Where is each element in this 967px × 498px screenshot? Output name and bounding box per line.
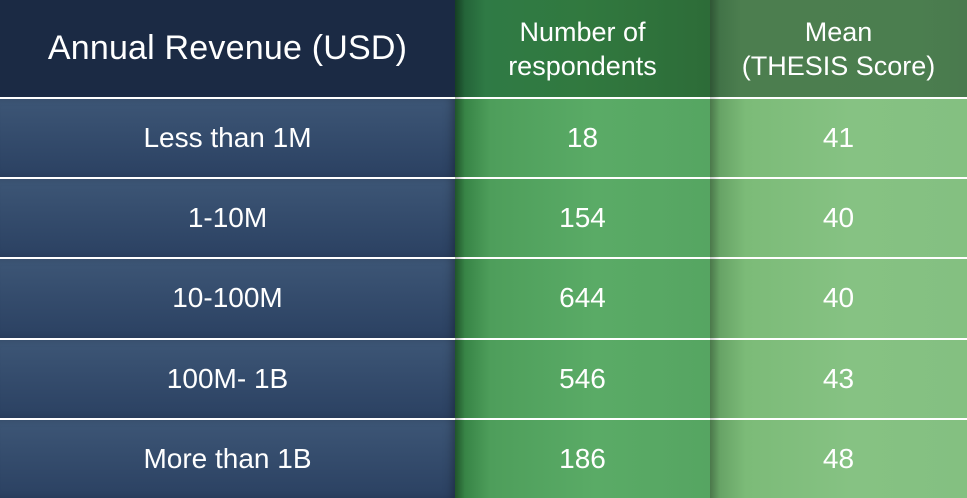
row-2-mean: 40 — [710, 179, 967, 258]
row-1-respondents: 18 — [455, 99, 710, 178]
header-respondents-line1: Number of — [519, 16, 646, 47]
row-5-mean: 48 — [710, 419, 967, 498]
header-number-of-respondents: Number of respondents — [455, 0, 710, 97]
row-2-respondents: 154 — [455, 179, 710, 258]
row-3-revenue: 10-100M — [0, 259, 455, 338]
header-mean-line1: Mean — [804, 16, 873, 47]
row-4-mean: 43 — [710, 339, 967, 418]
row-1-revenue: Less than 1M — [0, 99, 455, 178]
row-4-respondents: 546 — [455, 339, 710, 418]
row-3-mean: 40 — [710, 259, 967, 338]
row-5-respondents: 186 — [455, 419, 710, 498]
row-2-revenue: 1-10M — [0, 179, 455, 258]
row-4-revenue: 100M- 1B — [0, 339, 455, 418]
header-mean-line2: (THESIS Score) — [741, 50, 936, 81]
row-1-mean: 41 — [710, 99, 967, 178]
header-annual-revenue: Annual Revenue (USD) — [0, 0, 455, 97]
row-3-respondents: 644 — [455, 259, 710, 338]
header-respondents-line2: respondents — [508, 50, 657, 81]
row-5-revenue: More than 1B — [0, 419, 455, 498]
header-mean-thesis-score: Mean (THESIS Score) — [710, 0, 967, 97]
header-annual-revenue-label: Annual Revenue (USD) — [47, 29, 408, 67]
